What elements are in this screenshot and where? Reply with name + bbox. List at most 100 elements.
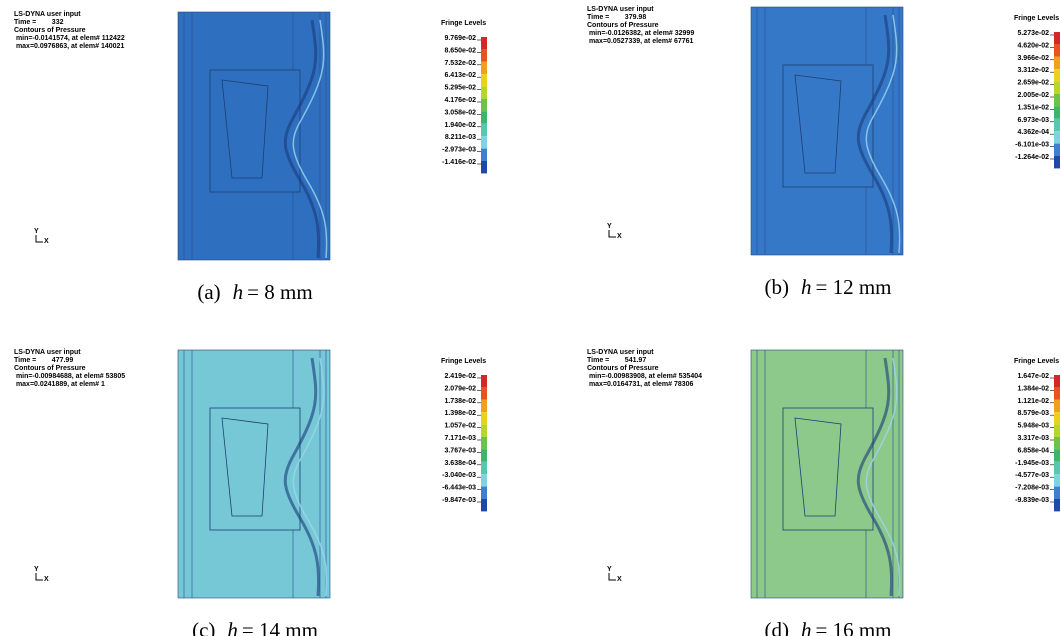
legend-swatch [1054, 499, 1060, 511]
legend-swatch [1054, 462, 1060, 474]
caption-var: h [233, 280, 244, 304]
header-line: Contours of Pressure [587, 365, 659, 372]
axis-x-label: X [617, 233, 622, 240]
legend-swatch [1054, 449, 1060, 461]
legend-level: 2.419e-02 [444, 373, 476, 380]
caption-var: h [801, 275, 812, 299]
header-line: min=-0.00984688, at elem# 53805 [14, 373, 125, 380]
legend-swatch [481, 425, 487, 437]
legend-level: 7.171e-03 [444, 435, 476, 442]
header-line: Time = 332 [14, 19, 64, 26]
header-line: LS-DYNA user input [14, 349, 81, 356]
legend-swatch [481, 462, 487, 474]
legend-level: 1.738e-02 [444, 398, 476, 405]
legend-swatch [1054, 32, 1060, 44]
axis-y-label: Y [607, 566, 612, 573]
legend-level: 3.966e-02 [1017, 55, 1049, 62]
legend-level: -3.040e-03 [442, 472, 476, 479]
legend-level: -2.973e-03 [442, 147, 476, 154]
caption-rest: = 14 mm [242, 618, 318, 636]
legend-level: 1.121e-02 [1017, 398, 1049, 405]
legend-swatch [481, 487, 487, 499]
axis-y-label: Y [34, 566, 39, 573]
legend-swatch [481, 499, 487, 511]
legend-level: -9.839e-03 [1015, 497, 1049, 504]
caption-rest: = 8 mm [247, 280, 313, 304]
legend-level: 1.940e-02 [444, 122, 476, 129]
legend-swatch [1054, 119, 1060, 131]
legend-swatch [1054, 425, 1060, 437]
legend-swatch [481, 474, 487, 486]
axis-x-label: X [617, 576, 622, 583]
legend-swatch [1054, 487, 1060, 499]
legend-swatch [481, 136, 487, 148]
axis-triad [609, 230, 616, 237]
legend-swatch [481, 149, 487, 161]
header-line: LS-DYNA user input [587, 6, 654, 13]
legend-swatch [1054, 82, 1060, 94]
legend-level: 3.638e-04 [444, 460, 476, 467]
legend-level: 6.858e-04 [1017, 447, 1049, 454]
header-line: max=0.0976863, at elem# 140021 [14, 43, 124, 50]
legend-level: 3.058e-02 [444, 109, 476, 116]
header-line: min=-0.0126382, at elem# 32999 [587, 30, 694, 37]
legend-swatch [481, 412, 487, 424]
legend-level: 1.647e-02 [1017, 373, 1049, 380]
header-line: Time = 379.98 [587, 14, 646, 21]
legend-swatch [1054, 106, 1060, 118]
legend-swatch [1054, 57, 1060, 69]
caption: (a)h= 8 mm [197, 280, 312, 304]
legend-level: 1.398e-02 [444, 410, 476, 417]
header-line: Contours of Pressure [14, 365, 86, 372]
legend-swatch [1054, 69, 1060, 81]
legend-swatch [1054, 387, 1060, 399]
legend-swatch [1054, 412, 1060, 424]
caption-label: (b) [764, 275, 789, 299]
legend-title: Fringe Levels [441, 20, 486, 27]
legend-level: 4.362e-04 [1017, 129, 1049, 136]
caption-rest: = 16 mm [815, 618, 891, 636]
legend-level: 6.413e-02 [444, 72, 476, 79]
legend-swatch [481, 111, 487, 123]
caption-var: h [801, 618, 812, 636]
legend-swatch [1054, 437, 1060, 449]
legend-level: 2.005e-02 [1017, 92, 1049, 99]
legend-title: Fringe Levels [1014, 15, 1059, 22]
axis-x-label: X [44, 238, 49, 245]
legend-level: 1.351e-02 [1017, 104, 1049, 111]
legend-title: Fringe Levels [441, 358, 486, 365]
legend-swatch [481, 387, 487, 399]
axis-y-label: Y [607, 223, 612, 230]
caption-rest: = 12 mm [815, 275, 891, 299]
axis-y-label: Y [34, 228, 39, 235]
legend-swatch [481, 74, 487, 86]
legend-level: 3.312e-02 [1017, 67, 1049, 74]
legend-swatch [481, 87, 487, 99]
legend-level: -4.577e-03 [1015, 472, 1049, 479]
legend-swatch [1054, 375, 1060, 387]
header-line: Contours of Pressure [14, 27, 86, 34]
legend-level: -6.443e-03 [442, 485, 476, 492]
legend-level: -9.847e-03 [442, 497, 476, 504]
legend-swatch [1054, 400, 1060, 412]
legend-swatch [1054, 131, 1060, 143]
legend-level: 2.079e-02 [444, 385, 476, 392]
legend-level: 5.948e-03 [1017, 423, 1049, 430]
header-line: min=-0.00983908, at elem# 535404 [587, 373, 702, 380]
legend-level: 9.769e-02 [444, 35, 476, 42]
legend-level: -1.264e-02 [1015, 154, 1049, 161]
legend-level: 1.057e-02 [444, 423, 476, 430]
axis-triad [36, 573, 43, 580]
legend-swatch [481, 62, 487, 74]
legend-level: 1.384e-02 [1017, 385, 1049, 392]
header-line: Contours of Pressure [587, 22, 659, 29]
legend-swatch [481, 124, 487, 136]
header-line: min=-0.0141574, at elem# 112422 [14, 35, 125, 42]
legend-level: 7.532e-02 [444, 60, 476, 67]
legend-level: 8.650e-02 [444, 47, 476, 54]
legend-level: 2.659e-02 [1017, 80, 1049, 87]
header-line: max=0.0527339, at elem# 67761 [587, 38, 694, 45]
